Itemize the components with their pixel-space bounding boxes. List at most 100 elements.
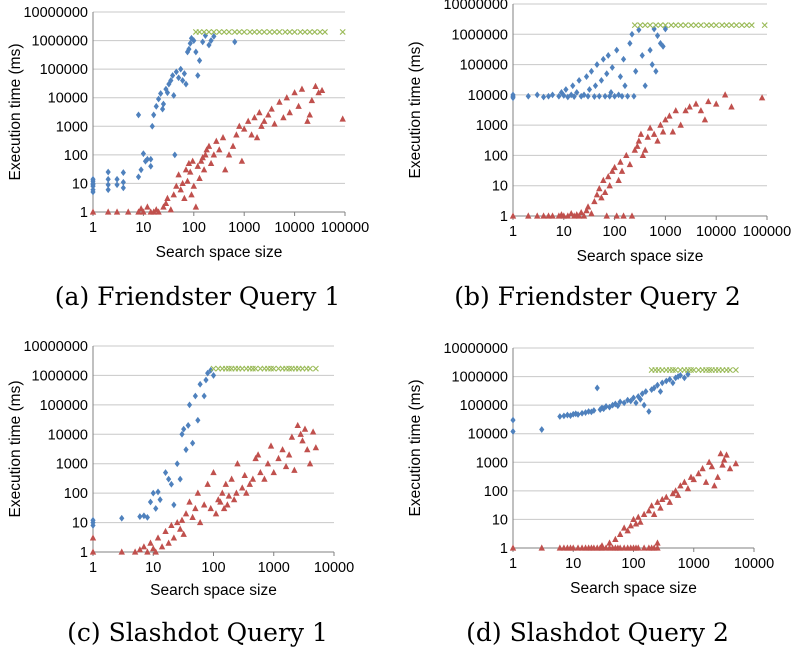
data-point-diamond: [657, 40, 664, 47]
data-point-triangle: [280, 114, 287, 121]
series-red-triangle: [509, 91, 766, 219]
data-point-triangle: [588, 210, 595, 217]
data-point-triangle: [631, 146, 639, 153]
data-point-triangle: [628, 212, 636, 219]
data-point-triangle: [534, 212, 541, 219]
data-point-triangle: [662, 116, 669, 123]
data-point-diamond: [647, 46, 653, 54]
data-point-x: [241, 28, 248, 35]
data-point-diamond: [148, 155, 154, 163]
data-point-diamond: [563, 86, 569, 93]
data-point-diamond: [203, 376, 209, 384]
data-point-triangle: [291, 89, 298, 96]
data-point-triangle: [200, 501, 208, 508]
data-point-diamond: [557, 413, 563, 420]
y-tick-label: 1: [80, 545, 88, 561]
data-point-triangle: [222, 166, 229, 173]
data-point-triangle: [213, 137, 220, 144]
data-point-triangle: [659, 128, 667, 135]
series-blue-diamond: [510, 25, 668, 102]
data-point-triangle: [598, 542, 606, 549]
data-point-triangle: [190, 182, 197, 189]
data-point-diamond: [138, 166, 144, 174]
data-point-diamond: [153, 102, 159, 110]
data-point-diamond: [586, 408, 592, 415]
data-point-diamond: [176, 74, 182, 82]
data-point-triangle: [241, 471, 248, 479]
data-point-triangle: [640, 510, 648, 517]
data-point-triangle: [194, 489, 202, 496]
data-point-triangle: [306, 111, 313, 118]
data-point-diamond: [201, 392, 207, 400]
data-point-triangle: [236, 122, 243, 129]
series-red-triangle: [89, 82, 346, 215]
data-point-diamond: [168, 480, 174, 488]
data-point-diamond: [612, 92, 618, 100]
data-point-triangle: [720, 456, 728, 463]
data-point-triangle: [210, 151, 218, 158]
data-point-triangle: [603, 212, 610, 219]
data-point-diamond: [144, 513, 151, 521]
data-point-triangle: [268, 105, 275, 112]
x-tick-label: 1: [509, 556, 517, 572]
data-point-triangle: [630, 515, 637, 523]
data-point-triangle: [89, 208, 97, 215]
data-point-triangle: [644, 133, 651, 140]
data-point-triangle: [640, 544, 648, 551]
data-point-triangle: [650, 130, 658, 137]
data-point-diamond: [677, 371, 683, 379]
x-tick-label: 1: [89, 220, 97, 236]
data-point-x: [703, 22, 710, 29]
data-point-triangle: [728, 103, 735, 110]
data-point-diamond: [157, 496, 163, 504]
data-point-triangle: [176, 525, 184, 532]
x-tick-label: 10000: [696, 224, 736, 240]
series-red-triangle: [89, 421, 320, 555]
y-tick-label: 100: [64, 486, 88, 502]
data-point-diamond: [193, 48, 199, 56]
y-tick-label: 10000000: [443, 341, 508, 357]
data-point-triangle: [611, 163, 618, 171]
y-tick-label: 10: [72, 516, 88, 532]
data-point-diamond: [210, 372, 217, 379]
y-tick-label: 10000: [468, 88, 508, 104]
data-point-triangle: [256, 109, 263, 116]
data-point-x: [732, 366, 739, 373]
data-point-triangle: [612, 535, 619, 542]
data-point-triangle: [682, 107, 689, 114]
data-point-diamond: [168, 77, 174, 84]
data-point-triangle: [646, 124, 654, 131]
data-point-diamond: [585, 92, 591, 100]
y-tick-label: 10000000: [23, 5, 88, 21]
data-point-triangle: [210, 468, 217, 476]
data-point-x: [286, 28, 293, 35]
x-tick-label: 100: [201, 560, 225, 576]
data-point-triangle: [648, 502, 655, 509]
data-point-x: [252, 365, 259, 372]
data-point-triangle: [197, 157, 205, 164]
data-point-triangle: [170, 191, 177, 198]
y-tick-label: 10000: [48, 91, 88, 107]
y-tick-label: 100: [484, 148, 508, 164]
data-point-diamond: [606, 403, 613, 411]
data-point-triangle: [200, 166, 208, 173]
data-point-x: [221, 28, 228, 35]
x-tick-label: 10000: [734, 556, 774, 572]
data-point-diamond: [148, 162, 154, 170]
data-point-diamond: [186, 45, 192, 53]
data-point-triangle: [135, 208, 142, 215]
data-point-diamond: [195, 416, 201, 424]
data-point-triangle: [721, 91, 729, 98]
data-point-x: [268, 365, 274, 372]
data-point-triangle: [616, 530, 624, 537]
gridlines: [93, 11, 345, 213]
data-point-triangle: [318, 86, 326, 94]
x-tick-label: 1000: [678, 556, 710, 572]
data-point-diamond: [196, 57, 203, 64]
data-point-triangle: [634, 142, 641, 149]
data-point-diamond: [178, 65, 184, 73]
data-point-diamond: [539, 426, 545, 433]
data-point-x: [727, 366, 734, 373]
data-point-triangle: [185, 159, 193, 167]
data-point-triangle: [690, 475, 697, 483]
